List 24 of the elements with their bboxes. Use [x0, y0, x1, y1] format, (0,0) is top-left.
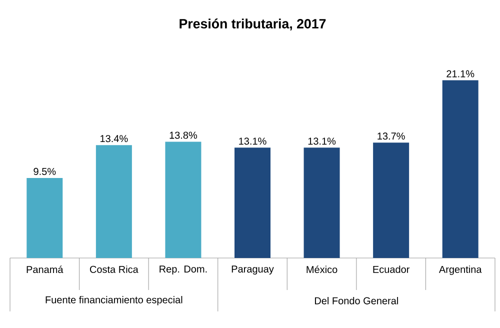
text: Del Fondo General [314, 296, 398, 304]
x-tick-label: México [306, 266, 338, 274]
bar [165, 142, 202, 258]
bar [234, 148, 270, 258]
data-label: 13.1% [308, 138, 336, 145]
x-tick-label: Ecuador [373, 266, 410, 273]
data-label: 13.1% [239, 138, 266, 145]
data-label: 13.8% [170, 132, 198, 139]
chart-title: Presión tributaria, 2017 [180, 18, 326, 30]
data-label: 9.5% [34, 168, 56, 176]
source-note: Fuente financiamiento especial [46, 296, 182, 306]
data-label: 13.4% [100, 135, 128, 142]
x-tick-label: Rep. Dom. [160, 266, 207, 275]
x-tick-label: Costa Rica [90, 266, 138, 273]
bar [373, 142, 410, 258]
bar [304, 148, 340, 258]
data-label: 21.1% [446, 70, 474, 78]
bar [96, 145, 132, 258]
bar [442, 80, 478, 258]
x-tick-label: Argentina [438, 266, 482, 275]
x-tick-label: Paraguay [232, 266, 274, 275]
x-tick-label: Panamá [26, 266, 64, 274]
bar [26, 178, 63, 258]
data-label: 13.7% [378, 132, 405, 140]
